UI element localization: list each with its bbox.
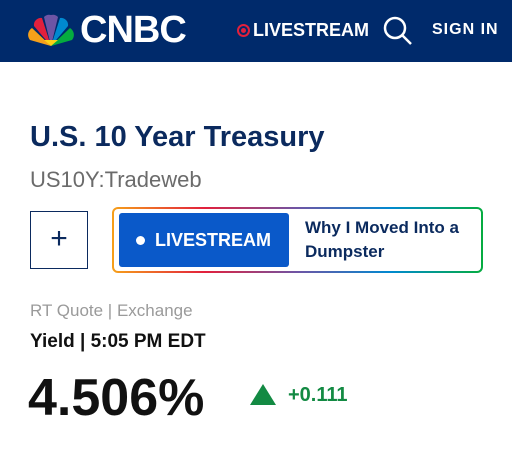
quote-source: RT Quote | Exchange — [30, 301, 193, 320]
sign-in[interactable]: SIGN IN — [432, 21, 499, 38]
promo-text[interactable]: Why I Moved Into a Dumpster — [305, 218, 459, 261]
quote-symbol: US10Y:Tradeweb — [30, 167, 202, 192]
quote-change: +0.111 — [288, 384, 348, 406]
quote-title: U.S. 10 Year Treasury — [30, 121, 325, 153]
up-arrow — [250, 384, 276, 405]
peacock-logo[interactable] — [26, 14, 76, 48]
quote-time: Yield | 5:05 PM EDT — [30, 331, 206, 352]
live-dot — [136, 236, 145, 245]
livestream-button[interactable]: LIVESTREAM — [119, 213, 289, 267]
promo-box[interactable]: LIVESTREAM Why I Moved Into a Dumpster — [112, 207, 483, 273]
live-dot — [237, 24, 250, 37]
add-watchlist-button[interactable]: + — [30, 211, 88, 269]
livestream-button-text[interactable]: LIVESTREAM — [155, 230, 272, 250]
logo-text[interactable]: CNBC — [80, 9, 187, 51]
search-icon[interactable] — [382, 15, 414, 47]
livestream-link[interactable]: LIVESTREAM — [253, 20, 370, 40]
quote-price: 4.506% — [28, 369, 205, 427]
header: CNBC LIVESTREAM SIGN IN — [0, 0, 512, 62]
